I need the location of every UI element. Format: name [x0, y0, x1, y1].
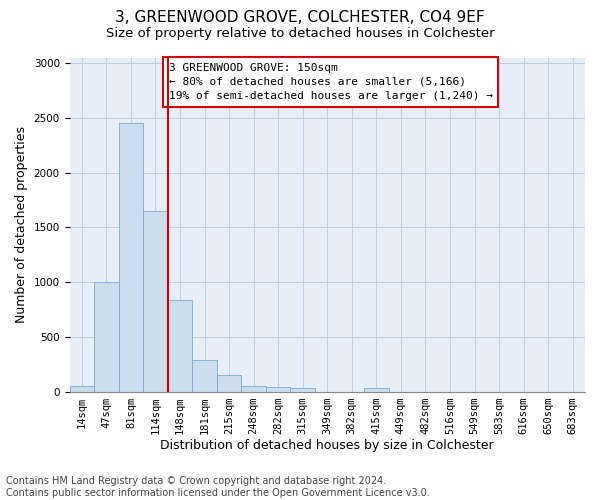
- Bar: [94, 282, 119, 392]
- Text: Size of property relative to detached houses in Colchester: Size of property relative to detached ho…: [106, 28, 494, 40]
- Text: Contains HM Land Registry data © Crown copyright and database right 2024.
Contai: Contains HM Land Registry data © Crown c…: [6, 476, 430, 498]
- Bar: [119, 123, 143, 392]
- X-axis label: Distribution of detached houses by size in Colchester: Distribution of detached houses by size …: [160, 440, 494, 452]
- Bar: [364, 388, 389, 392]
- Bar: [192, 360, 217, 392]
- Bar: [241, 386, 266, 392]
- Y-axis label: Number of detached properties: Number of detached properties: [15, 126, 28, 323]
- Text: 3 GREENWOOD GROVE: 150sqm
← 80% of detached houses are smaller (5,166)
19% of se: 3 GREENWOOD GROVE: 150sqm ← 80% of detac…: [169, 63, 493, 101]
- Bar: [217, 375, 241, 392]
- Bar: [290, 388, 315, 392]
- Bar: [168, 300, 192, 392]
- Bar: [143, 211, 168, 392]
- Bar: [70, 386, 94, 392]
- Text: 3, GREENWOOD GROVE, COLCHESTER, CO4 9EF: 3, GREENWOOD GROVE, COLCHESTER, CO4 9EF: [115, 10, 485, 25]
- Bar: [266, 387, 290, 392]
